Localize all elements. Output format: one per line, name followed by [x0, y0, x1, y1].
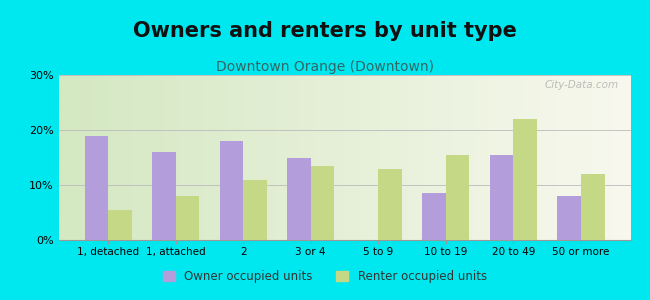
Text: Owners and renters by unit type: Owners and renters by unit type — [133, 21, 517, 41]
Text: City-Data.com: City-Data.com — [545, 80, 619, 90]
Bar — [176, 196, 200, 240]
Bar — [243, 179, 267, 240]
Bar — [446, 155, 469, 240]
Bar — [489, 155, 514, 240]
Bar — [514, 119, 537, 240]
Bar — [311, 166, 334, 240]
Bar — [152, 152, 176, 240]
Legend: Owner occupied units, Renter occupied units: Owner occupied units, Renter occupied un… — [159, 266, 491, 288]
Bar — [422, 193, 446, 240]
Text: Downtown Orange (Downtown): Downtown Orange (Downtown) — [216, 60, 434, 74]
Bar — [378, 169, 402, 240]
Bar — [581, 174, 604, 240]
Bar — [287, 158, 311, 240]
Bar — [108, 210, 132, 240]
Bar — [557, 196, 581, 240]
Bar — [220, 141, 243, 240]
Bar — [84, 136, 108, 240]
